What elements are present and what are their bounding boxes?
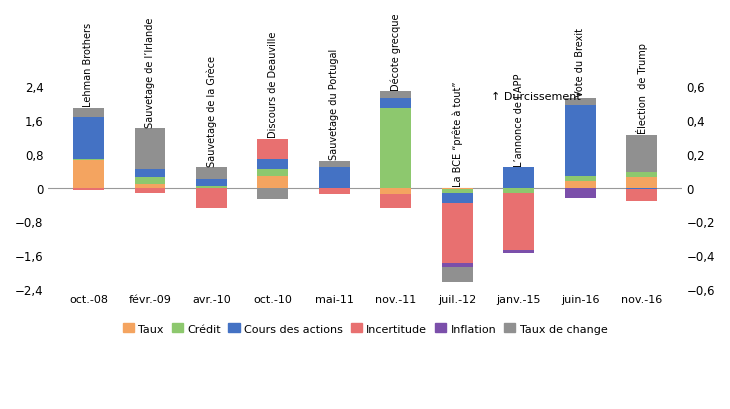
- Bar: [134, 129, 165, 169]
- Bar: [442, 203, 472, 264]
- Text: L’annonce de l’APP: L’annonce de l’APP: [514, 73, 523, 166]
- Legend: Taux, Crédit, Cours des actions, Incertitude, Inflation, Taux de change: Taux, Crédit, Cours des actions, Incerti…: [120, 321, 610, 336]
- Bar: [626, 188, 657, 190]
- Bar: [258, 188, 288, 200]
- Bar: [258, 169, 288, 176]
- Bar: [73, 188, 104, 190]
- Bar: [504, 193, 534, 250]
- Bar: [196, 188, 227, 208]
- Text: La BCE “prête à tout”: La BCE “prête à tout”: [452, 81, 463, 187]
- Bar: [504, 168, 534, 188]
- Bar: [626, 178, 657, 188]
- Bar: [319, 161, 350, 168]
- Bar: [380, 109, 411, 188]
- Bar: [442, 264, 472, 267]
- Bar: [196, 168, 227, 180]
- Bar: [380, 195, 411, 208]
- Bar: [319, 168, 350, 188]
- Bar: [626, 173, 657, 178]
- Bar: [196, 180, 227, 187]
- Bar: [380, 92, 411, 99]
- Bar: [380, 188, 411, 195]
- Bar: [442, 188, 472, 190]
- Bar: [626, 136, 657, 173]
- Bar: [134, 185, 165, 188]
- Bar: [626, 190, 657, 202]
- Bar: [565, 181, 596, 188]
- Text: Lehman Brothers: Lehman Brothers: [83, 23, 93, 107]
- Bar: [258, 160, 288, 169]
- Bar: [73, 161, 104, 188]
- Text: Sauvetage du Portugal: Sauvetage du Portugal: [329, 48, 339, 160]
- Bar: [504, 188, 534, 193]
- Text: Sauvetage de la Grèce: Sauvetage de la Grèce: [206, 56, 217, 166]
- Bar: [134, 169, 165, 178]
- Bar: [565, 106, 596, 176]
- Bar: [442, 267, 472, 282]
- Bar: [73, 108, 104, 118]
- Bar: [73, 118, 104, 160]
- Text: Élection  de Trump: Élection de Trump: [636, 43, 648, 134]
- Text: Sauvetage de l’Irlande: Sauvetage de l’Irlande: [145, 17, 155, 128]
- Bar: [258, 139, 288, 160]
- Bar: [196, 187, 227, 188]
- Bar: [504, 250, 534, 254]
- Bar: [442, 193, 472, 203]
- Text: Vote du Brexit: Vote du Brexit: [575, 28, 585, 97]
- Bar: [565, 188, 596, 198]
- Bar: [134, 178, 165, 185]
- Bar: [73, 160, 104, 161]
- Text: Décote grecque: Décote grecque: [391, 13, 401, 90]
- Text: ↑ Durcissement: ↑ Durcissement: [491, 92, 581, 102]
- Bar: [565, 176, 596, 181]
- Bar: [380, 99, 411, 109]
- Bar: [134, 188, 165, 193]
- Bar: [442, 190, 472, 193]
- Text: Discours de Deauville: Discours de Deauville: [268, 31, 278, 137]
- Bar: [258, 176, 288, 188]
- Bar: [319, 188, 350, 195]
- Bar: [565, 99, 596, 106]
